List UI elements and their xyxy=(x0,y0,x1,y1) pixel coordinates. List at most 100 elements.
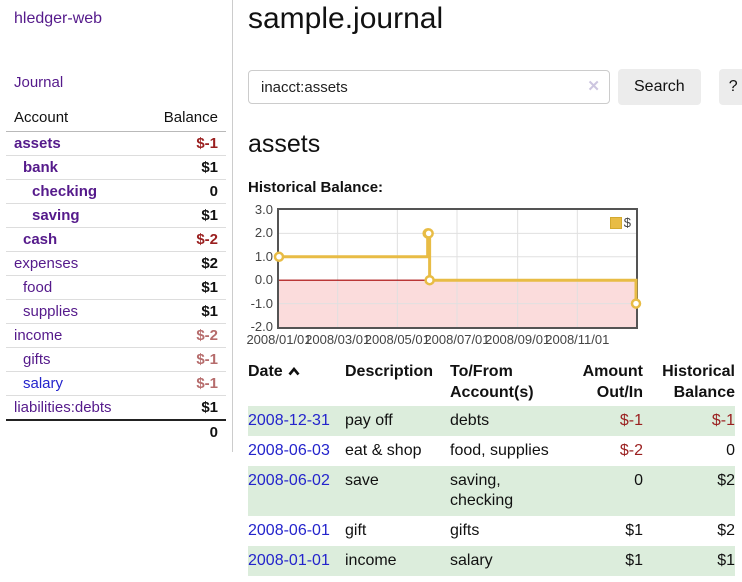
account-balance: $1 xyxy=(138,395,226,421)
account-link[interactable]: assets xyxy=(14,135,61,152)
main-content: sample.journal ✕ Search ? assets Histori… xyxy=(233,0,742,576)
legend-label: $ xyxy=(623,215,631,230)
transaction-accounts: debts xyxy=(450,406,568,436)
y-axis-tick-label: -1.0 xyxy=(250,295,273,311)
account-row: cash $-2 xyxy=(6,227,226,252)
accounts-total-row: 0 xyxy=(6,419,226,444)
transaction-amount: $-1 xyxy=(568,406,643,436)
transaction-description: pay off xyxy=(345,406,450,436)
legend-swatch-icon xyxy=(609,216,622,229)
chart-legend: $ xyxy=(607,214,633,231)
transaction-date-link[interactable]: 2008-01-01 xyxy=(248,552,330,569)
balance-chart: 3.0 2.0 1.0 0.0 -1.0 -2.0 $ 2008/01/01 2008/03… xyxy=(246,202,742,347)
account-row: expenses $2 xyxy=(6,251,226,276)
transaction-balance: 0 xyxy=(726,442,735,459)
account-link[interactable]: saving xyxy=(32,207,80,224)
y-axis-tick-label: 0.0 xyxy=(254,272,273,288)
transaction-description: save xyxy=(345,466,450,516)
transaction-date-link[interactable]: 2008-12-31 xyxy=(248,412,330,429)
account-link[interactable]: salary xyxy=(23,375,64,392)
page-title: sample.journal xyxy=(248,2,444,35)
y-axis-tick-label: 2.0 xyxy=(254,225,273,241)
account-row: saving $1 xyxy=(6,203,226,228)
help-button[interactable]: ? xyxy=(718,69,742,105)
register-row: 2008-01-01 income salary $1 $1 xyxy=(248,546,735,576)
account-balance: $-1 xyxy=(138,131,226,156)
account-row: bank $1 xyxy=(6,155,226,180)
chart-canvas xyxy=(273,210,642,327)
accounts-total-balance: 0 xyxy=(138,419,226,444)
transaction-balance: $2 xyxy=(717,522,735,539)
account-link[interactable]: income xyxy=(14,327,63,344)
register-table: Date Description To/From Account(s) Amou… xyxy=(248,359,735,576)
x-axis-tick-label: 2008/03/01 xyxy=(305,332,371,347)
y-axis-tick-label: -2.0 xyxy=(250,319,273,334)
register-row: 2008-06-02 save saving, checking 0 $2 xyxy=(248,466,735,516)
register-row: 2008-06-03 eat & shop food, supplies $-2… xyxy=(248,436,735,466)
transaction-balance: $-1 xyxy=(643,406,735,436)
chart-plot-area: $ xyxy=(273,208,642,329)
account-link[interactable]: food xyxy=(23,279,53,296)
x-axis-tick-label: 2008/09/01 xyxy=(485,332,551,347)
search-form: ✕ Search ? xyxy=(248,69,742,105)
accounts-table-header: Account Balance xyxy=(6,105,226,132)
account-row: liabilities:debts $1 xyxy=(6,395,226,421)
register-row: 2008-06-01 gift gifts $1 $2 xyxy=(248,516,735,546)
x-axis-tick-label: 2008/11/01 xyxy=(545,332,610,347)
account-heading: assets xyxy=(248,130,321,158)
register-row: 2008-12-31 pay off debts $-1 $-1 xyxy=(248,406,735,436)
account-balance: $1 xyxy=(138,203,226,228)
account-link[interactable]: bank xyxy=(23,159,59,176)
account-balance: $-1 xyxy=(138,371,226,396)
transaction-date-link[interactable]: 2008-06-01 xyxy=(248,522,330,539)
accounts-col-header: Account xyxy=(6,105,138,132)
account-row: checking 0 xyxy=(6,179,226,204)
transaction-date-link[interactable]: 2008-06-02 xyxy=(248,472,330,489)
y-axis-tick-label: 3.0 xyxy=(254,202,273,217)
y-axis-tick-label: 1.0 xyxy=(254,248,273,264)
account-balance: 0 xyxy=(138,179,226,204)
account-link[interactable]: checking xyxy=(32,183,98,200)
transaction-accounts: gifts xyxy=(450,522,480,539)
balance-col-header: Balance xyxy=(138,105,226,132)
account-balance: $1 xyxy=(138,275,226,300)
account-link[interactable]: expenses xyxy=(14,255,79,272)
register-col-balance: Historical Balance xyxy=(662,363,735,401)
transaction-accounts: food, supplies xyxy=(450,442,549,459)
account-balance: $-2 xyxy=(138,323,226,348)
sidebar-item-journal[interactable]: Journal xyxy=(14,74,64,91)
register-col-description: Description xyxy=(345,363,434,380)
x-axis-tick-label: 2008/05/01 xyxy=(364,332,430,347)
transaction-description: income xyxy=(345,546,450,576)
account-balance: $-1 xyxy=(138,347,226,372)
account-row: gifts $-1 xyxy=(6,347,226,372)
search-box: ✕ xyxy=(248,70,610,104)
search-button[interactable]: Search xyxy=(618,69,701,105)
x-axis-tick-label: 2008/07/01 xyxy=(424,332,490,347)
register-col-date[interactable]: Date xyxy=(248,359,345,406)
x-axis-tick-label: 2008/01/01 xyxy=(246,332,312,347)
transaction-accounts: saving, checking xyxy=(450,466,568,516)
sidebar-account-table-body: assets $-1 bank $1 checking 0 saving $1 … xyxy=(6,131,226,421)
account-row: salary $-1 xyxy=(6,371,226,396)
account-balance: $-2 xyxy=(138,227,226,252)
transaction-date-link[interactable]: 2008-06-03 xyxy=(248,442,330,459)
transaction-accounts: salary xyxy=(450,546,568,576)
account-link[interactable]: cash xyxy=(23,231,58,248)
transaction-balance: $2 xyxy=(643,466,735,516)
register-table-body: 2008-12-31 pay off debts $-1 $-1 2008-06… xyxy=(248,406,735,576)
account-balance: $2 xyxy=(138,251,226,276)
transaction-description: gift xyxy=(345,522,367,539)
accounts-table: Account Balance assets $-1 bank $1 check… xyxy=(6,105,226,444)
register-header-row: Date Description To/From Account(s) Amou… xyxy=(248,359,735,406)
account-row: income $-2 xyxy=(6,323,226,348)
account-link[interactable]: gifts xyxy=(23,351,51,368)
account-link[interactable]: supplies xyxy=(23,303,79,320)
transaction-balance: $1 xyxy=(643,546,735,576)
account-balance: $1 xyxy=(138,299,226,324)
search-input[interactable] xyxy=(248,70,610,104)
account-link[interactable]: liabilities:debts xyxy=(14,399,112,416)
clear-search-icon[interactable]: ✕ xyxy=(587,78,600,95)
account-row: assets $-1 xyxy=(6,131,226,156)
app-brand-link[interactable]: hledger-web xyxy=(14,10,103,27)
